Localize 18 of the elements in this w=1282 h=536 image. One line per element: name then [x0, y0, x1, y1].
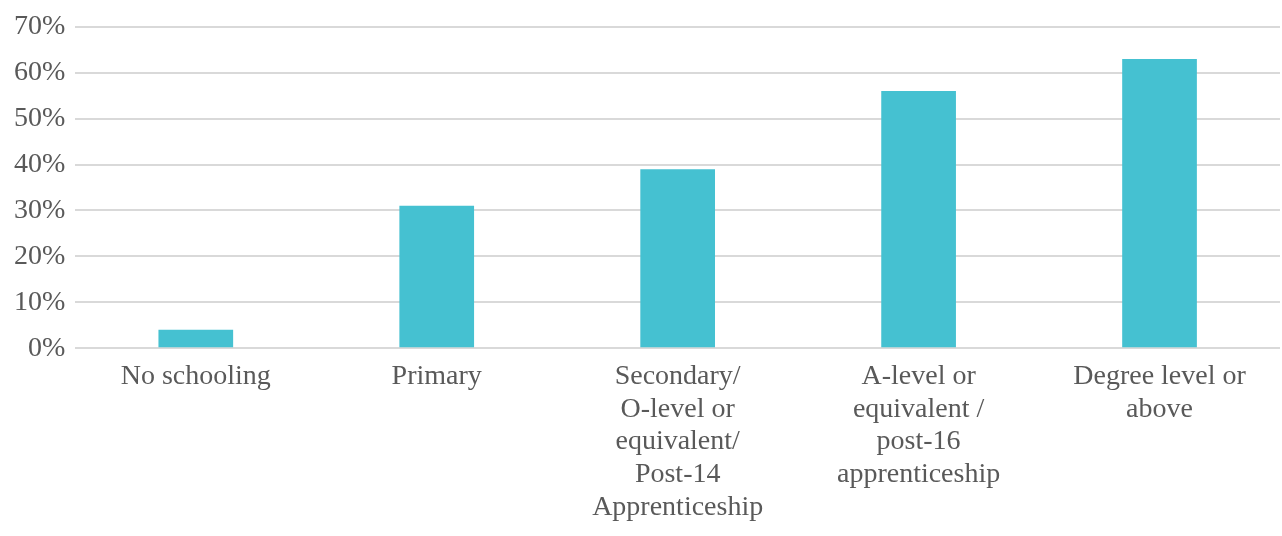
y-tick-label: 70%: [14, 9, 66, 41]
y-tick-label: 0%: [28, 330, 66, 362]
y-tick-label: 30%: [14, 192, 66, 224]
x-tick-label: Degree level or above: [1073, 358, 1247, 423]
x-tick-label: Primary: [391, 358, 482, 390]
y-tick-label: 40%: [14, 146, 66, 178]
x-tick-label: A-level or equivalent / post-16 apprenticeship: [836, 358, 1001, 489]
y-tick-label: 20%: [14, 238, 66, 270]
bar: [1122, 58, 1197, 348]
x-tick-label: No schooling: [120, 358, 271, 390]
bar: [881, 91, 956, 348]
y-tick-label: 60%: [14, 55, 66, 87]
bar: [158, 329, 234, 348]
bar: [399, 205, 475, 348]
y-tick-label: 50%: [14, 100, 66, 132]
y-tick-label: 10%: [14, 284, 66, 316]
bar: [640, 169, 716, 348]
x-tick-label: Secondary/ O-level or equivalent/ Post-14 Apprenticeship: [592, 358, 764, 521]
